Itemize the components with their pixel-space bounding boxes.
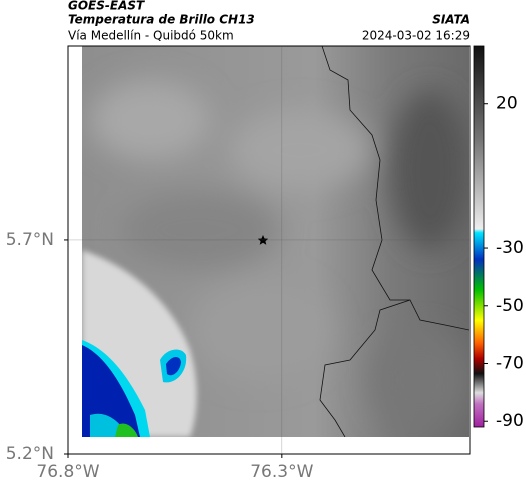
lon-tick-label: 76.8°W (36, 462, 99, 482)
map-frame (67, 45, 471, 455)
colorbar-tick-label: 20 (496, 94, 518, 114)
satellite-image (82, 46, 469, 437)
colorbar-tick-label: -30 (496, 238, 524, 258)
lat-tick-label: 5.7°N (6, 230, 54, 250)
agency: SIATA (432, 13, 470, 27)
lat-tick-label: 5.2°N (6, 444, 54, 464)
colorbar-tick-label: -50 (496, 296, 524, 316)
source: GOES-EAST (68, 0, 145, 13)
colorbar-tick-label: -70 (496, 354, 524, 374)
datetime: 2024-03-02 16:29 (362, 29, 470, 43)
colorbar (473, 45, 485, 428)
product: Temperatura de Brillo CH13 (68, 13, 255, 27)
lon-tick-label: 76.3°W (250, 462, 313, 482)
colorbar-tick-label: -90 (496, 411, 524, 431)
route: Vía Medellín - Quibdó 50km (68, 29, 234, 43)
